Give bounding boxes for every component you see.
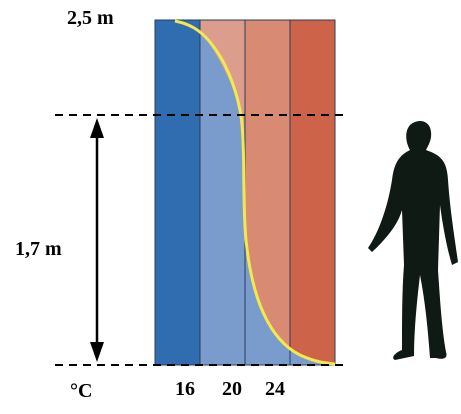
scale-label: 24: [265, 378, 285, 400]
top-height-label: 2,5 m: [67, 7, 114, 29]
scale-label: 16: [175, 378, 195, 400]
person-silhouette: [368, 121, 458, 360]
unit-label: °C: [70, 380, 92, 402]
column: [155, 20, 200, 365]
scale-label: 20: [222, 378, 242, 400]
height-arrow: [90, 118, 104, 362]
column: [290, 20, 335, 365]
mid-height-label: 1,7 m: [15, 238, 62, 260]
diagram: 2,5 m 1,7 m °C 16 20 24: [0, 0, 461, 414]
